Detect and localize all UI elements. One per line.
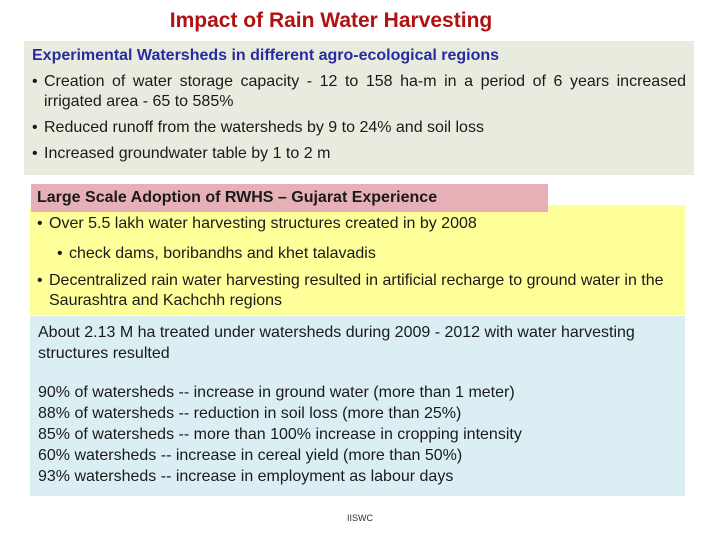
- watershed-results-box: About 2.13 M ha treated under watersheds…: [30, 316, 685, 496]
- experimental-bullet-runoff: Reduced runoff from the watersheds by 9 …: [32, 118, 686, 138]
- gujarat-bullet-recharge: Decentralized rain water harvesting resu…: [37, 271, 689, 311]
- experimental-watersheds-box: Experimental Watersheds in different agr…: [24, 41, 694, 175]
- experimental-heading: Experimental Watersheds in different agr…: [32, 47, 500, 64]
- footer-label: IISWC: [347, 513, 373, 523]
- result-soil-loss: 88% of watersheds -- reduction in soil l…: [38, 405, 462, 422]
- experimental-bullet-storage: Creation of water storage capacity - 12 …: [32, 72, 686, 112]
- result-groundwater: 90% of watersheds -- increase in ground …: [38, 384, 515, 401]
- gujarat-heading: Large Scale Adoption of RWHS – Gujarat E…: [31, 184, 548, 212]
- watershed-intro: About 2.13 M ha treated under watersheds…: [38, 324, 635, 362]
- result-cereal-yield: 60% watersheds -- increase in cereal yie…: [38, 447, 463, 464]
- gujarat-sub-bullet-structure-types: check dams, boribandhs and khet talavadi…: [57, 244, 569, 264]
- slide-title: Impact of Rain Water Harvesting: [169, 9, 493, 32]
- result-cropping-intensity: 85% of watersheds -- more than 100% incr…: [38, 426, 522, 443]
- result-employment: 93% watersheds -- increase in employment…: [38, 468, 454, 485]
- gujarat-bullet-structures: Over 5.5 lakh water harvesting structure…: [37, 214, 569, 234]
- experimental-bullet-groundwater: Increased groundwater table by 1 to 2 m: [32, 144, 686, 164]
